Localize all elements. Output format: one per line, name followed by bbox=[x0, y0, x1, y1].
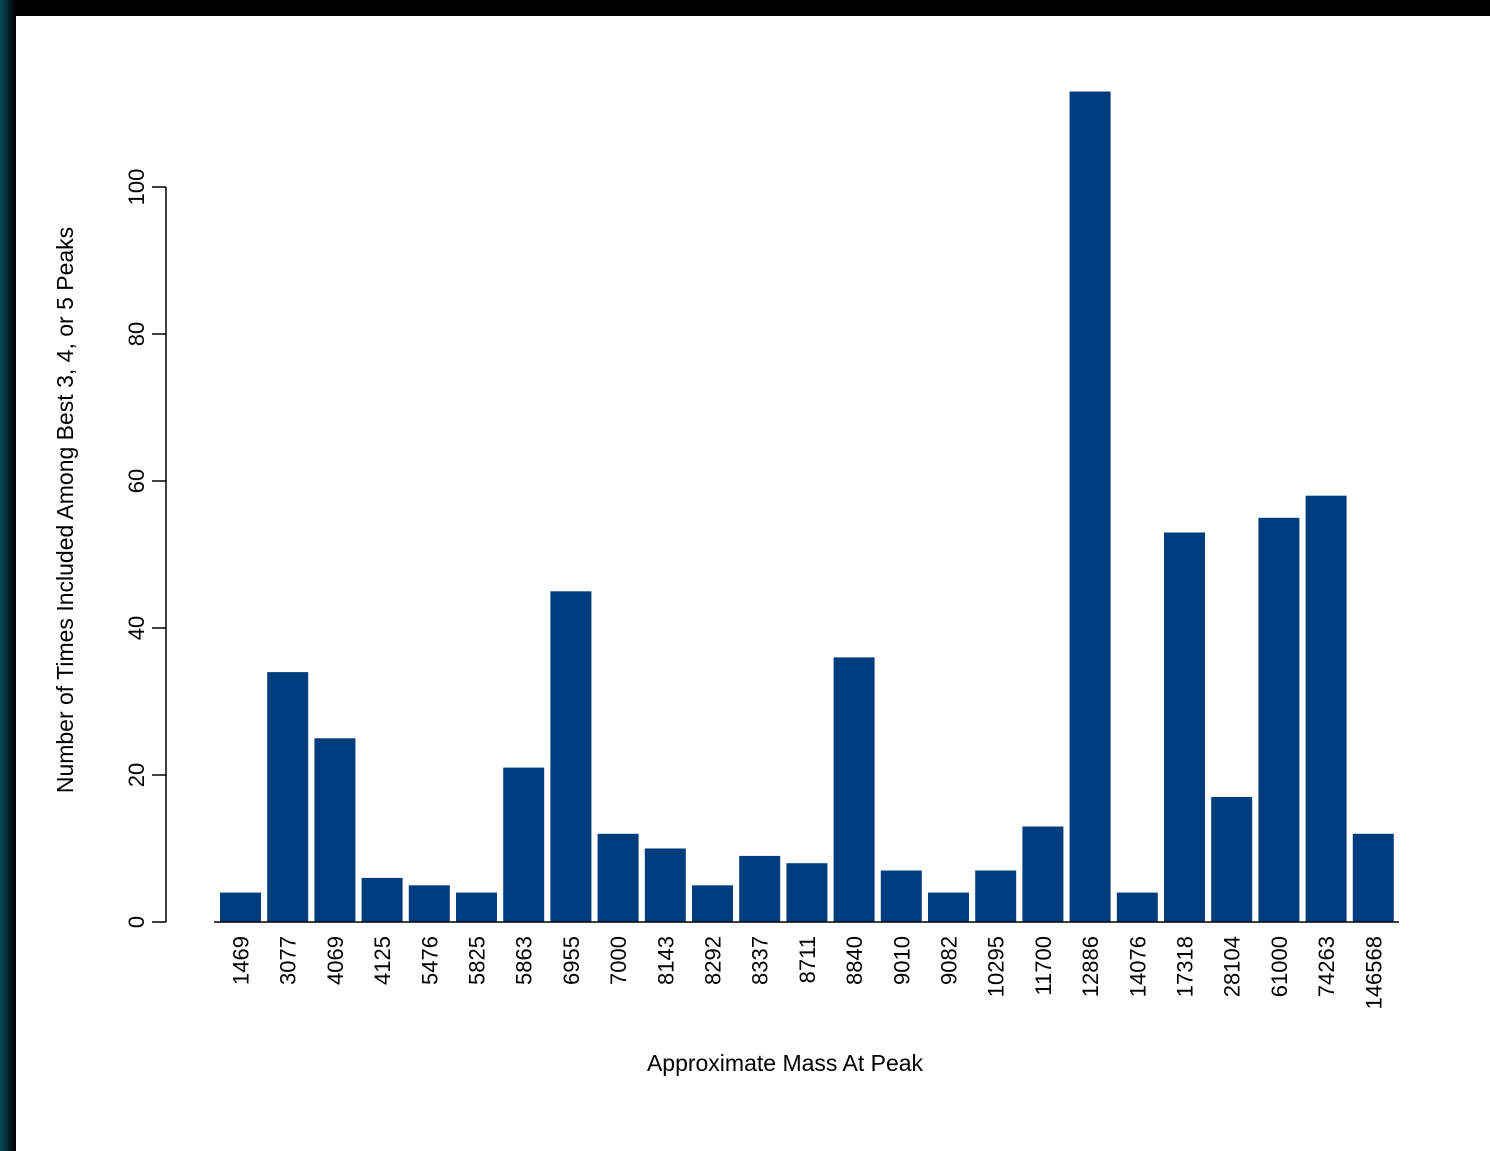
bar-9010 bbox=[880, 870, 922, 922]
bar-1469 bbox=[220, 892, 261, 922]
x-axis-title: Approximate Mass At Peak bbox=[647, 1050, 924, 1076]
y-tick-label-20: 20 bbox=[124, 763, 149, 787]
x-tick-label-4125: 4125 bbox=[370, 936, 395, 985]
bar-chart: 0 20 40 60 80 100 1469 3077 4069 4125 5476 5825 586… bbox=[52, 91, 1399, 1076]
bar-3077 bbox=[267, 672, 309, 922]
x-tick-label-7000: 7000 bbox=[606, 936, 631, 985]
x-tick-label-12886: 12886 bbox=[1078, 936, 1103, 997]
x-tick-labels-group: 1469 3077 4069 4125 5476 5825 5863 6955 7000 8143… bbox=[229, 936, 1387, 1009]
x-tick-label-8711: 8711 bbox=[795, 936, 820, 983]
x-tick-label-14076: 14076 bbox=[1125, 936, 1150, 997]
bar-146568 bbox=[1352, 833, 1394, 922]
x-tick-label-10295: 10295 bbox=[984, 936, 1009, 997]
bar-8292 bbox=[692, 885, 733, 923]
bar-8840 bbox=[833, 657, 875, 922]
x-tick-label-28104: 28104 bbox=[1220, 936, 1245, 997]
x-tick-label-8143: 8143 bbox=[653, 936, 678, 985]
bar-5825 bbox=[456, 892, 497, 922]
bar-11700 bbox=[1022, 826, 1064, 922]
y-axis-title: Number of Times Included Among Best 3, 4… bbox=[52, 227, 78, 793]
y-tick-label-60: 60 bbox=[124, 469, 149, 493]
bar-6955 bbox=[550, 591, 592, 923]
x-tick-label-9010: 9010 bbox=[889, 936, 914, 985]
bar-5476 bbox=[408, 885, 450, 923]
bar-8711 bbox=[786, 863, 828, 922]
bar-5863 bbox=[503, 767, 545, 922]
y-tick-label-40: 40 bbox=[124, 616, 149, 640]
x-tick-label-1469: 1469 bbox=[229, 936, 254, 985]
bar-4125 bbox=[361, 877, 403, 922]
x-tick-label-17318: 17318 bbox=[1173, 936, 1198, 997]
x-tick-label-146568: 146568 bbox=[1361, 936, 1386, 1009]
bar-28104 bbox=[1211, 797, 1253, 922]
bar-14076 bbox=[1116, 892, 1158, 922]
bar-7000 bbox=[597, 833, 639, 922]
y-tick-label-100: 100 bbox=[124, 169, 149, 206]
x-tick-label-5825: 5825 bbox=[465, 936, 490, 985]
y-tick-label-0: 0 bbox=[124, 916, 149, 928]
x-tick-label-3077: 3077 bbox=[276, 936, 301, 985]
x-tick-label-8337: 8337 bbox=[748, 936, 773, 985]
bar-9082 bbox=[928, 892, 969, 922]
x-tick-label-61000: 61000 bbox=[1267, 936, 1292, 997]
y-tick-label-80: 80 bbox=[124, 322, 149, 346]
bar-12886 bbox=[1069, 91, 1111, 922]
bar-74263 bbox=[1305, 495, 1347, 922]
bar-8143 bbox=[644, 848, 686, 922]
x-tick-label-5863: 5863 bbox=[512, 936, 537, 985]
bar-8337 bbox=[739, 855, 781, 922]
bar-17318 bbox=[1164, 532, 1205, 922]
bar-4069 bbox=[314, 738, 356, 923]
x-tick-label-11700: 11700 bbox=[1031, 936, 1056, 996]
x-tick-label-5476: 5476 bbox=[417, 936, 442, 985]
x-tick-label-74263: 74263 bbox=[1314, 936, 1339, 997]
x-tick-label-6955: 6955 bbox=[559, 936, 584, 985]
y-ticks-group: 0 20 40 60 80 100 bbox=[124, 169, 166, 928]
x-tick-label-8292: 8292 bbox=[701, 936, 726, 985]
chart-canvas: 0 20 40 60 80 100 1469 3077 4069 4125 5476 5825 586… bbox=[16, 16, 1490, 1151]
bar-61000 bbox=[1258, 517, 1300, 923]
x-tick-label-9082: 9082 bbox=[937, 936, 962, 985]
x-tick-label-4069: 4069 bbox=[323, 936, 348, 985]
bars-group bbox=[220, 91, 1394, 923]
x-tick-label-8840: 8840 bbox=[842, 936, 867, 985]
bar-10295 bbox=[975, 870, 1017, 922]
